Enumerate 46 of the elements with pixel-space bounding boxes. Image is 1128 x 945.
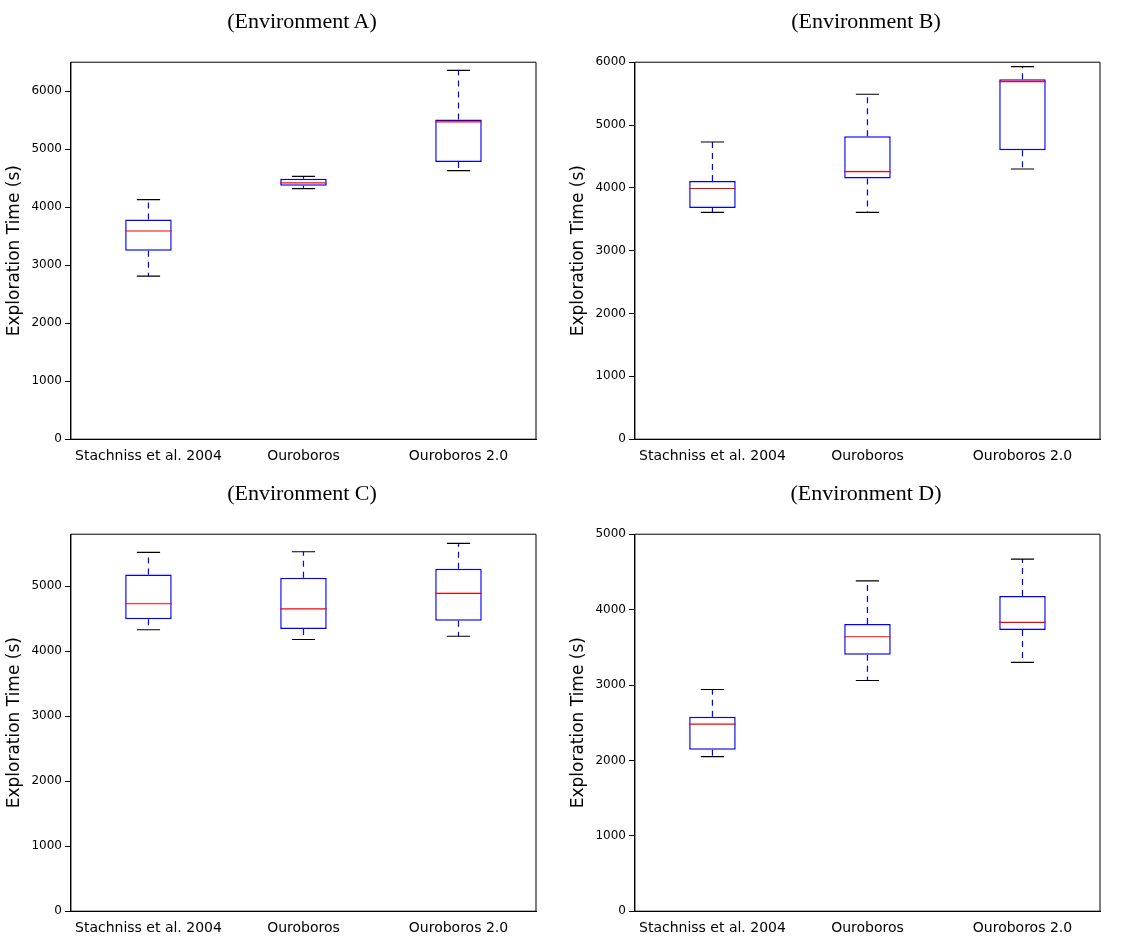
x-tick-label: Ouroboros xyxy=(831,447,904,464)
x-tick-label: Ouroboros 2.0 xyxy=(972,447,1073,464)
y-axis-title: Exploration Time (s) xyxy=(2,637,23,809)
y-tick-label: 1000 xyxy=(31,373,62,388)
x-tick-label: Ouroboros xyxy=(831,919,904,936)
y-tick-label: 4000 xyxy=(595,601,626,616)
y-tick-label: 0 xyxy=(54,903,62,918)
x-tick-label: Stachniss et al. 2004 xyxy=(75,447,222,464)
y-tick-label: 3000 xyxy=(31,708,62,723)
y-tick-label: 2000 xyxy=(595,305,626,320)
x-tick-label: Stachniss et al. 2004 xyxy=(639,919,786,936)
y-axis-title: Exploration Time (s) xyxy=(566,637,587,809)
y-tick-label: 5000 xyxy=(31,141,62,156)
x-tick-label: Ouroboros 2.0 xyxy=(972,919,1073,936)
y-tick-label: 6000 xyxy=(31,83,62,98)
y-tick-label: 4000 xyxy=(31,199,62,214)
y-tick-label: 0 xyxy=(54,431,62,446)
y-tick-label: 5000 xyxy=(31,578,62,593)
x-tick-label: Stachniss et al. 2004 xyxy=(75,919,222,936)
y-tick-label: 2000 xyxy=(31,773,62,788)
chart-title: (Environment D) xyxy=(789,480,943,506)
y-tick-label: 1000 xyxy=(31,838,62,853)
chart-title: (Environment B) xyxy=(790,8,942,34)
y-tick-label: 3000 xyxy=(31,257,62,272)
y-tick-label: 0 xyxy=(618,903,626,918)
x-tick-label: Ouroboros 2.0 xyxy=(408,919,509,936)
y-tick-label: 2000 xyxy=(595,752,626,767)
x-tick-label: Ouroboros xyxy=(267,447,340,464)
x-tick-label: Ouroboros xyxy=(267,919,340,936)
y-tick-label: 5000 xyxy=(595,526,626,541)
y-tick-label: 2000 xyxy=(31,315,62,330)
y-axis-title: Exploration Time (s) xyxy=(2,165,23,337)
y-tick-label: 3000 xyxy=(595,242,626,257)
y-tick-label: 4000 xyxy=(31,643,62,658)
chart-title: (Environment C) xyxy=(226,480,378,506)
y-tick-label: 1000 xyxy=(595,368,626,383)
y-tick-label: 0 xyxy=(618,431,626,446)
y-tick-label: 6000 xyxy=(595,54,626,69)
y-tick-label: 4000 xyxy=(595,179,626,194)
y-tick-label: 5000 xyxy=(595,117,626,132)
y-axis-title: Exploration Time (s) xyxy=(566,165,587,337)
chart-title: (Environment A) xyxy=(226,8,378,34)
y-tick-label: 3000 xyxy=(595,677,626,692)
x-tick-label: Ouroboros 2.0 xyxy=(408,447,509,464)
y-tick-label: 1000 xyxy=(595,827,626,842)
x-tick-label: Stachniss et al. 2004 xyxy=(639,447,786,464)
